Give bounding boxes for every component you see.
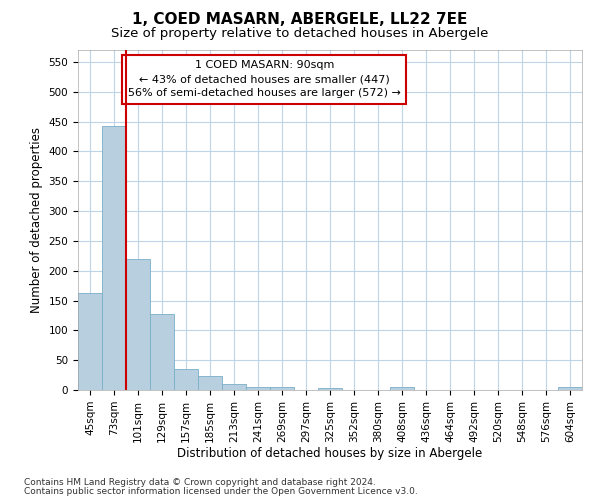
Bar <box>318 388 342 390</box>
Bar <box>246 387 270 390</box>
Text: Contains public sector information licensed under the Open Government Licence v3: Contains public sector information licen… <box>24 487 418 496</box>
Y-axis label: Number of detached properties: Number of detached properties <box>30 127 43 313</box>
Bar <box>198 376 222 390</box>
Bar <box>174 368 198 390</box>
Text: 1, COED MASARN, ABERGELE, LL22 7EE: 1, COED MASARN, ABERGELE, LL22 7EE <box>133 12 467 28</box>
Text: Contains HM Land Registry data © Crown copyright and database right 2024.: Contains HM Land Registry data © Crown c… <box>24 478 376 487</box>
Bar <box>102 126 126 390</box>
Bar <box>390 387 414 390</box>
Text: 1 COED MASARN: 90sqm
← 43% of detached houses are smaller (447)
56% of semi-deta: 1 COED MASARN: 90sqm ← 43% of detached h… <box>128 60 401 98</box>
Bar <box>126 259 150 390</box>
Bar <box>270 387 294 390</box>
Bar <box>558 387 582 390</box>
Bar <box>78 293 102 390</box>
Bar <box>222 384 246 390</box>
X-axis label: Distribution of detached houses by size in Abergele: Distribution of detached houses by size … <box>178 448 482 460</box>
Bar <box>150 314 174 390</box>
Text: Size of property relative to detached houses in Abergele: Size of property relative to detached ho… <box>112 28 488 40</box>
